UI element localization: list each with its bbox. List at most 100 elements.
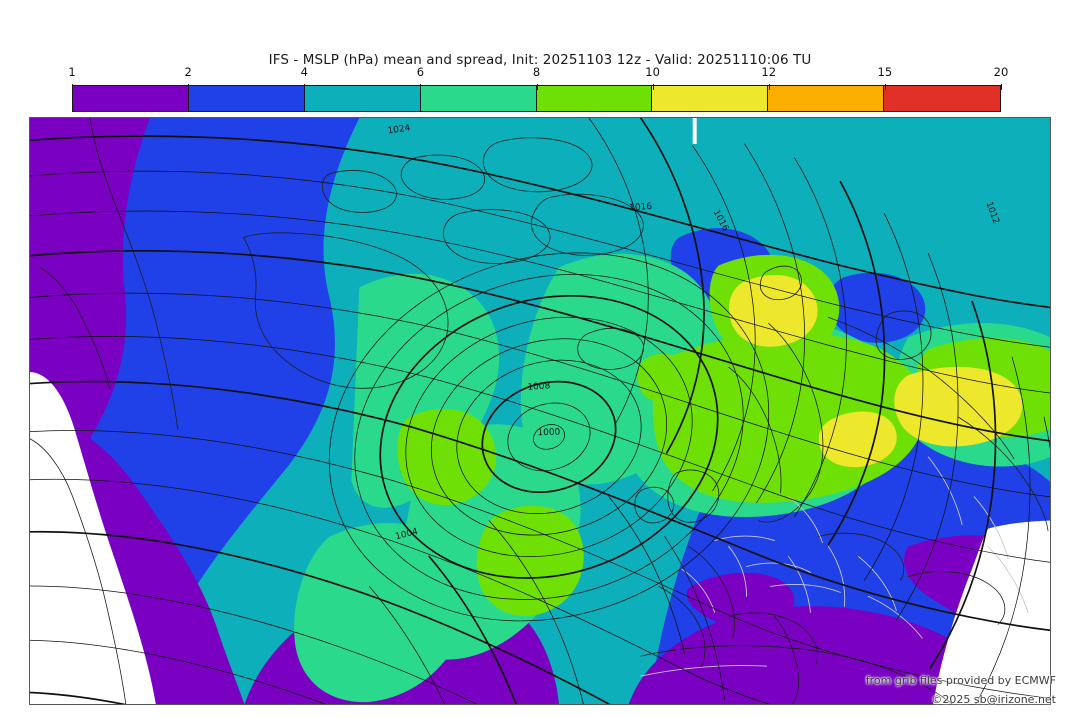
isobar-extra-15	[608, 496, 686, 655]
isobar-label: 1000	[537, 428, 560, 439]
spread-blue-greenland-pocket	[255, 289, 329, 340]
coastline-24	[907, 571, 1006, 625]
coastline-13	[634, 486, 675, 524]
colorbar-tick-label: 12	[761, 65, 777, 79]
coastline-3	[243, 232, 449, 389]
colorbar-tick	[536, 84, 538, 90]
isobar-extra-0	[588, 118, 649, 426]
border-13	[987, 546, 1029, 613]
coastline-18	[640, 645, 953, 704]
isobar-label: 1024	[387, 123, 411, 136]
isobar-sweep-6	[30, 380, 1050, 632]
isobar-label: 1008	[527, 381, 551, 393]
isobar-sweep-11	[30, 639, 326, 704]
colorbar-tick	[1001, 84, 1002, 90]
isobar-sweep-12	[30, 691, 127, 704]
isobar-extra-3	[744, 143, 805, 504]
isobar-low-ring-5	[405, 316, 693, 557]
coastline-20	[875, 310, 932, 360]
isobar-low-ring-3	[456, 359, 642, 515]
colorbar-band-2-4	[188, 86, 305, 111]
coastline-9	[577, 327, 644, 370]
isobar-extra-5	[827, 180, 886, 546]
copyright-credit: ©2025 sb@irizone.net	[931, 693, 1056, 706]
coastline-23	[818, 532, 905, 581]
isobar-sweep-2	[30, 210, 1050, 394]
border-0	[728, 546, 748, 597]
colorbar-band-10-12	[652, 86, 769, 111]
colorbar-tick-label: 20	[993, 65, 1009, 79]
colorbar-tick	[768, 84, 770, 90]
coastline-5	[400, 154, 485, 200]
nodata-southeast	[933, 520, 1050, 704]
isobar-contours	[30, 118, 1050, 704]
colorbar-tick-label: 8	[532, 65, 541, 79]
map-panel[interactable]: 1024 1016 1008 1000 1004 1016 1012	[29, 117, 1051, 705]
isobar-extra-7	[895, 253, 959, 621]
spread-purple-mediterranean	[628, 606, 1024, 704]
colorbar-tick-label: 6	[416, 65, 425, 79]
colorbar-band-1-2	[73, 86, 189, 111]
spread-green-atlantic-south	[294, 523, 470, 703]
coastline-15	[658, 586, 706, 669]
coastline-14	[688, 546, 735, 639]
border-12	[640, 665, 768, 677]
border-8	[867, 595, 923, 639]
isobar-sweep-1	[30, 170, 1050, 348]
colorbar-tick-label: 4	[300, 65, 308, 79]
colorbar-tick-label: 10	[645, 65, 660, 79]
isobar-low-ring-4	[430, 338, 668, 536]
border-2	[788, 556, 811, 613]
isobar-extra-14	[664, 536, 726, 701]
coastline-7	[443, 209, 551, 264]
border-7	[770, 583, 841, 593]
coastline-6	[482, 137, 593, 193]
colorbar-tick-label: 1	[68, 65, 76, 79]
coastline-17	[774, 615, 799, 704]
isobar-sweep-10	[30, 585, 478, 704]
isobar-sweep-8	[30, 478, 771, 704]
colorbar-band-15-20	[884, 86, 1000, 111]
border-3	[827, 546, 846, 607]
isobar-extra-8	[929, 300, 997, 669]
coastline-1	[39, 267, 111, 390]
isobar-extra-2	[692, 145, 756, 492]
spread-brightgreen-greenland-core	[397, 408, 497, 506]
colorbar-ticks	[72, 84, 1002, 90]
colorbar-tick-labels: 1 2 4 6 8 10 12 15 20	[68, 65, 1008, 81]
source-credit: from grib files provided by ECMWF	[865, 674, 1056, 687]
isobar-extra-4	[794, 157, 847, 518]
isobar-extra-6	[863, 213, 924, 581]
nodata-pole-notch	[692, 118, 697, 144]
isobar-low-ring-1	[507, 402, 591, 472]
coastlines	[30, 118, 1049, 704]
isobar-extra-9	[975, 356, 1031, 704]
isobar-sweep-3	[30, 250, 1050, 442]
isobar-sweep-4	[30, 292, 1050, 498]
colorbar-tick	[72, 84, 73, 90]
nodata-southwest	[30, 372, 156, 704]
coastline-2	[30, 438, 127, 704]
coastline-8	[531, 193, 644, 256]
colorbar-tick	[420, 84, 422, 90]
isobar-extra-10	[1043, 416, 1050, 450]
border-10	[927, 456, 963, 526]
isobar-low-ring-0	[532, 424, 565, 450]
isobar-sweep-9	[30, 530, 611, 704]
isobar-extra-13	[368, 586, 445, 704]
spread-blue-kara-pocket	[828, 272, 926, 343]
isobar-low-ring-2	[481, 380, 617, 494]
colorbar-band-4-6	[304, 86, 421, 111]
colorbar-tick	[304, 84, 306, 90]
page-title: IFS - MSLP (hPa) mean and spread, Init: …	[268, 52, 812, 68]
isobar-low-ring-8	[328, 252, 770, 622]
border-11	[973, 496, 1009, 559]
isobar-extra-11	[488, 520, 584, 704]
colorbar-tick	[884, 84, 886, 90]
colorbar: 1 2 4 6 8 10 12 15 20	[68, 65, 1008, 112]
colorbar-band-8-10	[536, 86, 653, 111]
colorbar-tick-label: 15	[877, 65, 893, 79]
isobar-sweep-7	[30, 430, 1050, 699]
coastline-12	[667, 469, 720, 523]
